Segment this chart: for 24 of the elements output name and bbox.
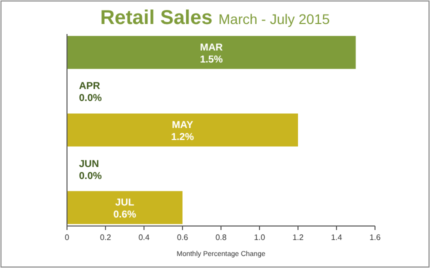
x-tick-label: 1.4: [330, 233, 343, 242]
y-tick-label: JUL: [115, 198, 134, 209]
data-label: 0.0%: [79, 170, 102, 182]
x-tick-label: 0: [64, 233, 70, 242]
bar: [67, 191, 182, 224]
x-tick-label: 0.6: [176, 233, 189, 242]
y-tick-label: APR: [79, 81, 101, 92]
x-tick-label: 1.6: [369, 233, 382, 242]
data-label: 0.0%: [79, 93, 102, 104]
x-tick-label: 1.2: [292, 233, 304, 242]
x-tick-label: 0.2: [100, 233, 112, 242]
y-tick-label: MAR: [200, 42, 224, 54]
y-tick-label: MAY: [172, 120, 194, 131]
chart-title: Retail Sales: [100, 7, 213, 29]
data-label: 1.2%: [171, 132, 194, 143]
bar: [67, 36, 356, 69]
x-tick-label: 0.4: [138, 233, 150, 242]
data-label: 1.5%: [200, 54, 223, 66]
x-tick-label: 0.8: [215, 233, 228, 242]
bar: [67, 114, 298, 146]
x-tick-label: 1.0: [254, 233, 266, 242]
chart-subtitle: March - July 2015: [218, 11, 330, 27]
y-tick-label: JUN: [79, 158, 100, 170]
data-label: 0.6%: [113, 210, 136, 221]
